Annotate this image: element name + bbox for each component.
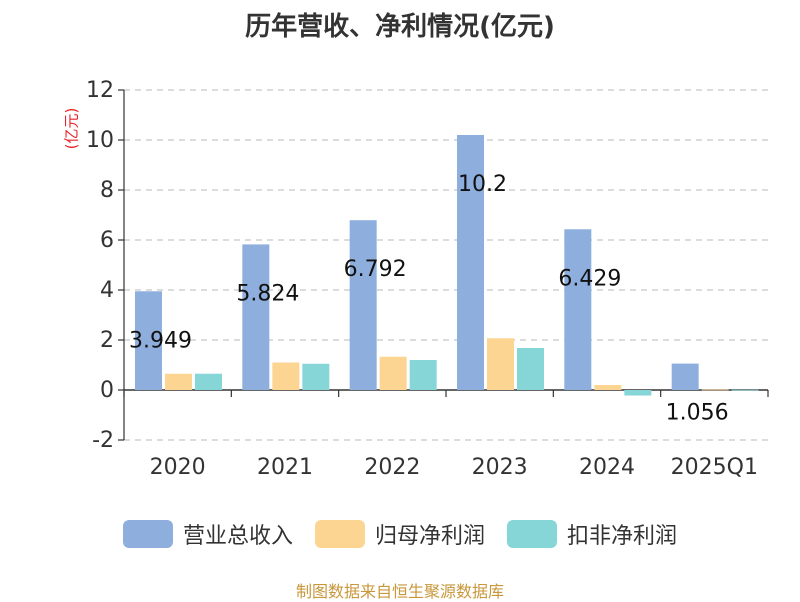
legend-item-net-profit[interactable]: 归母净利润 — [314, 518, 485, 550]
x-tick-label: 2021 — [257, 455, 313, 480]
bar-revenue — [671, 363, 699, 390]
bar-net-profit — [487, 338, 514, 390]
legend-item-revenue[interactable]: 营业总收入 — [122, 518, 293, 550]
x-tick-label: 2024 — [579, 455, 635, 480]
data-label: 10.2 — [458, 172, 507, 197]
y-tick-label: 8 — [100, 178, 114, 203]
y-tick-label: 2 — [100, 328, 114, 353]
y-tick-label: 10 — [86, 128, 114, 153]
x-tick-label: 2022 — [364, 455, 420, 480]
bar-deducted-net-profit — [517, 348, 544, 390]
data-label: 5.824 — [236, 281, 299, 306]
legend-swatch-net-profit — [314, 520, 365, 548]
chart-title: 历年营收、净利情况(亿元) — [245, 12, 555, 42]
legend-item-deducted-net-profit[interactable]: 扣非净利润 — [507, 518, 677, 550]
bar-revenue — [135, 291, 162, 390]
x-tick-label: 2023 — [472, 455, 528, 480]
bar-net-profit — [701, 389, 729, 391]
data-source: 制图数据来自恒生聚源数据库 — [295, 582, 504, 601]
legend-swatch-revenue — [122, 520, 173, 548]
y-tick-label: 6 — [100, 228, 114, 253]
bar-revenue — [564, 229, 592, 390]
bar-deducted-net-profit — [195, 373, 222, 390]
legend-label-net-profit: 归母净利润 — [374, 524, 485, 549]
bar-deducted-net-profit — [731, 389, 759, 391]
bar-net-profit — [594, 385, 622, 390]
bar-revenue — [457, 135, 484, 390]
legend-label-revenue: 营业总收入 — [182, 524, 293, 549]
y-tick-label: 0 — [100, 378, 114, 403]
data-label: 6.429 — [558, 266, 621, 291]
legend-swatch-deducted-net-profit — [507, 520, 557, 548]
data-label: 1.056 — [666, 401, 729, 426]
bar-net-profit — [272, 362, 300, 390]
bar-net-profit — [165, 373, 192, 390]
data-label: 3.949 — [129, 328, 192, 353]
bar-net-profit — [379, 356, 407, 390]
bar-deducted-net-profit — [624, 390, 652, 396]
bar-deducted-net-profit — [302, 363, 330, 390]
y-tick-label: 4 — [100, 278, 114, 303]
bar-revenue — [349, 220, 377, 390]
y-tick-label: 12 — [86, 78, 114, 103]
legend: 营业总收入 归母净利润 扣非净利润 — [0, 518, 800, 550]
bar-deducted-net-profit — [409, 360, 437, 390]
x-tick-label: 2025Q1 — [671, 455, 758, 480]
bar-revenue — [242, 244, 270, 390]
legend-label-deducted-net-profit: 扣非净利润 — [567, 524, 678, 549]
data-label: 6.792 — [344, 257, 407, 282]
y-tick-label: -2 — [92, 428, 114, 453]
x-tick-label: 2020 — [150, 455, 206, 480]
